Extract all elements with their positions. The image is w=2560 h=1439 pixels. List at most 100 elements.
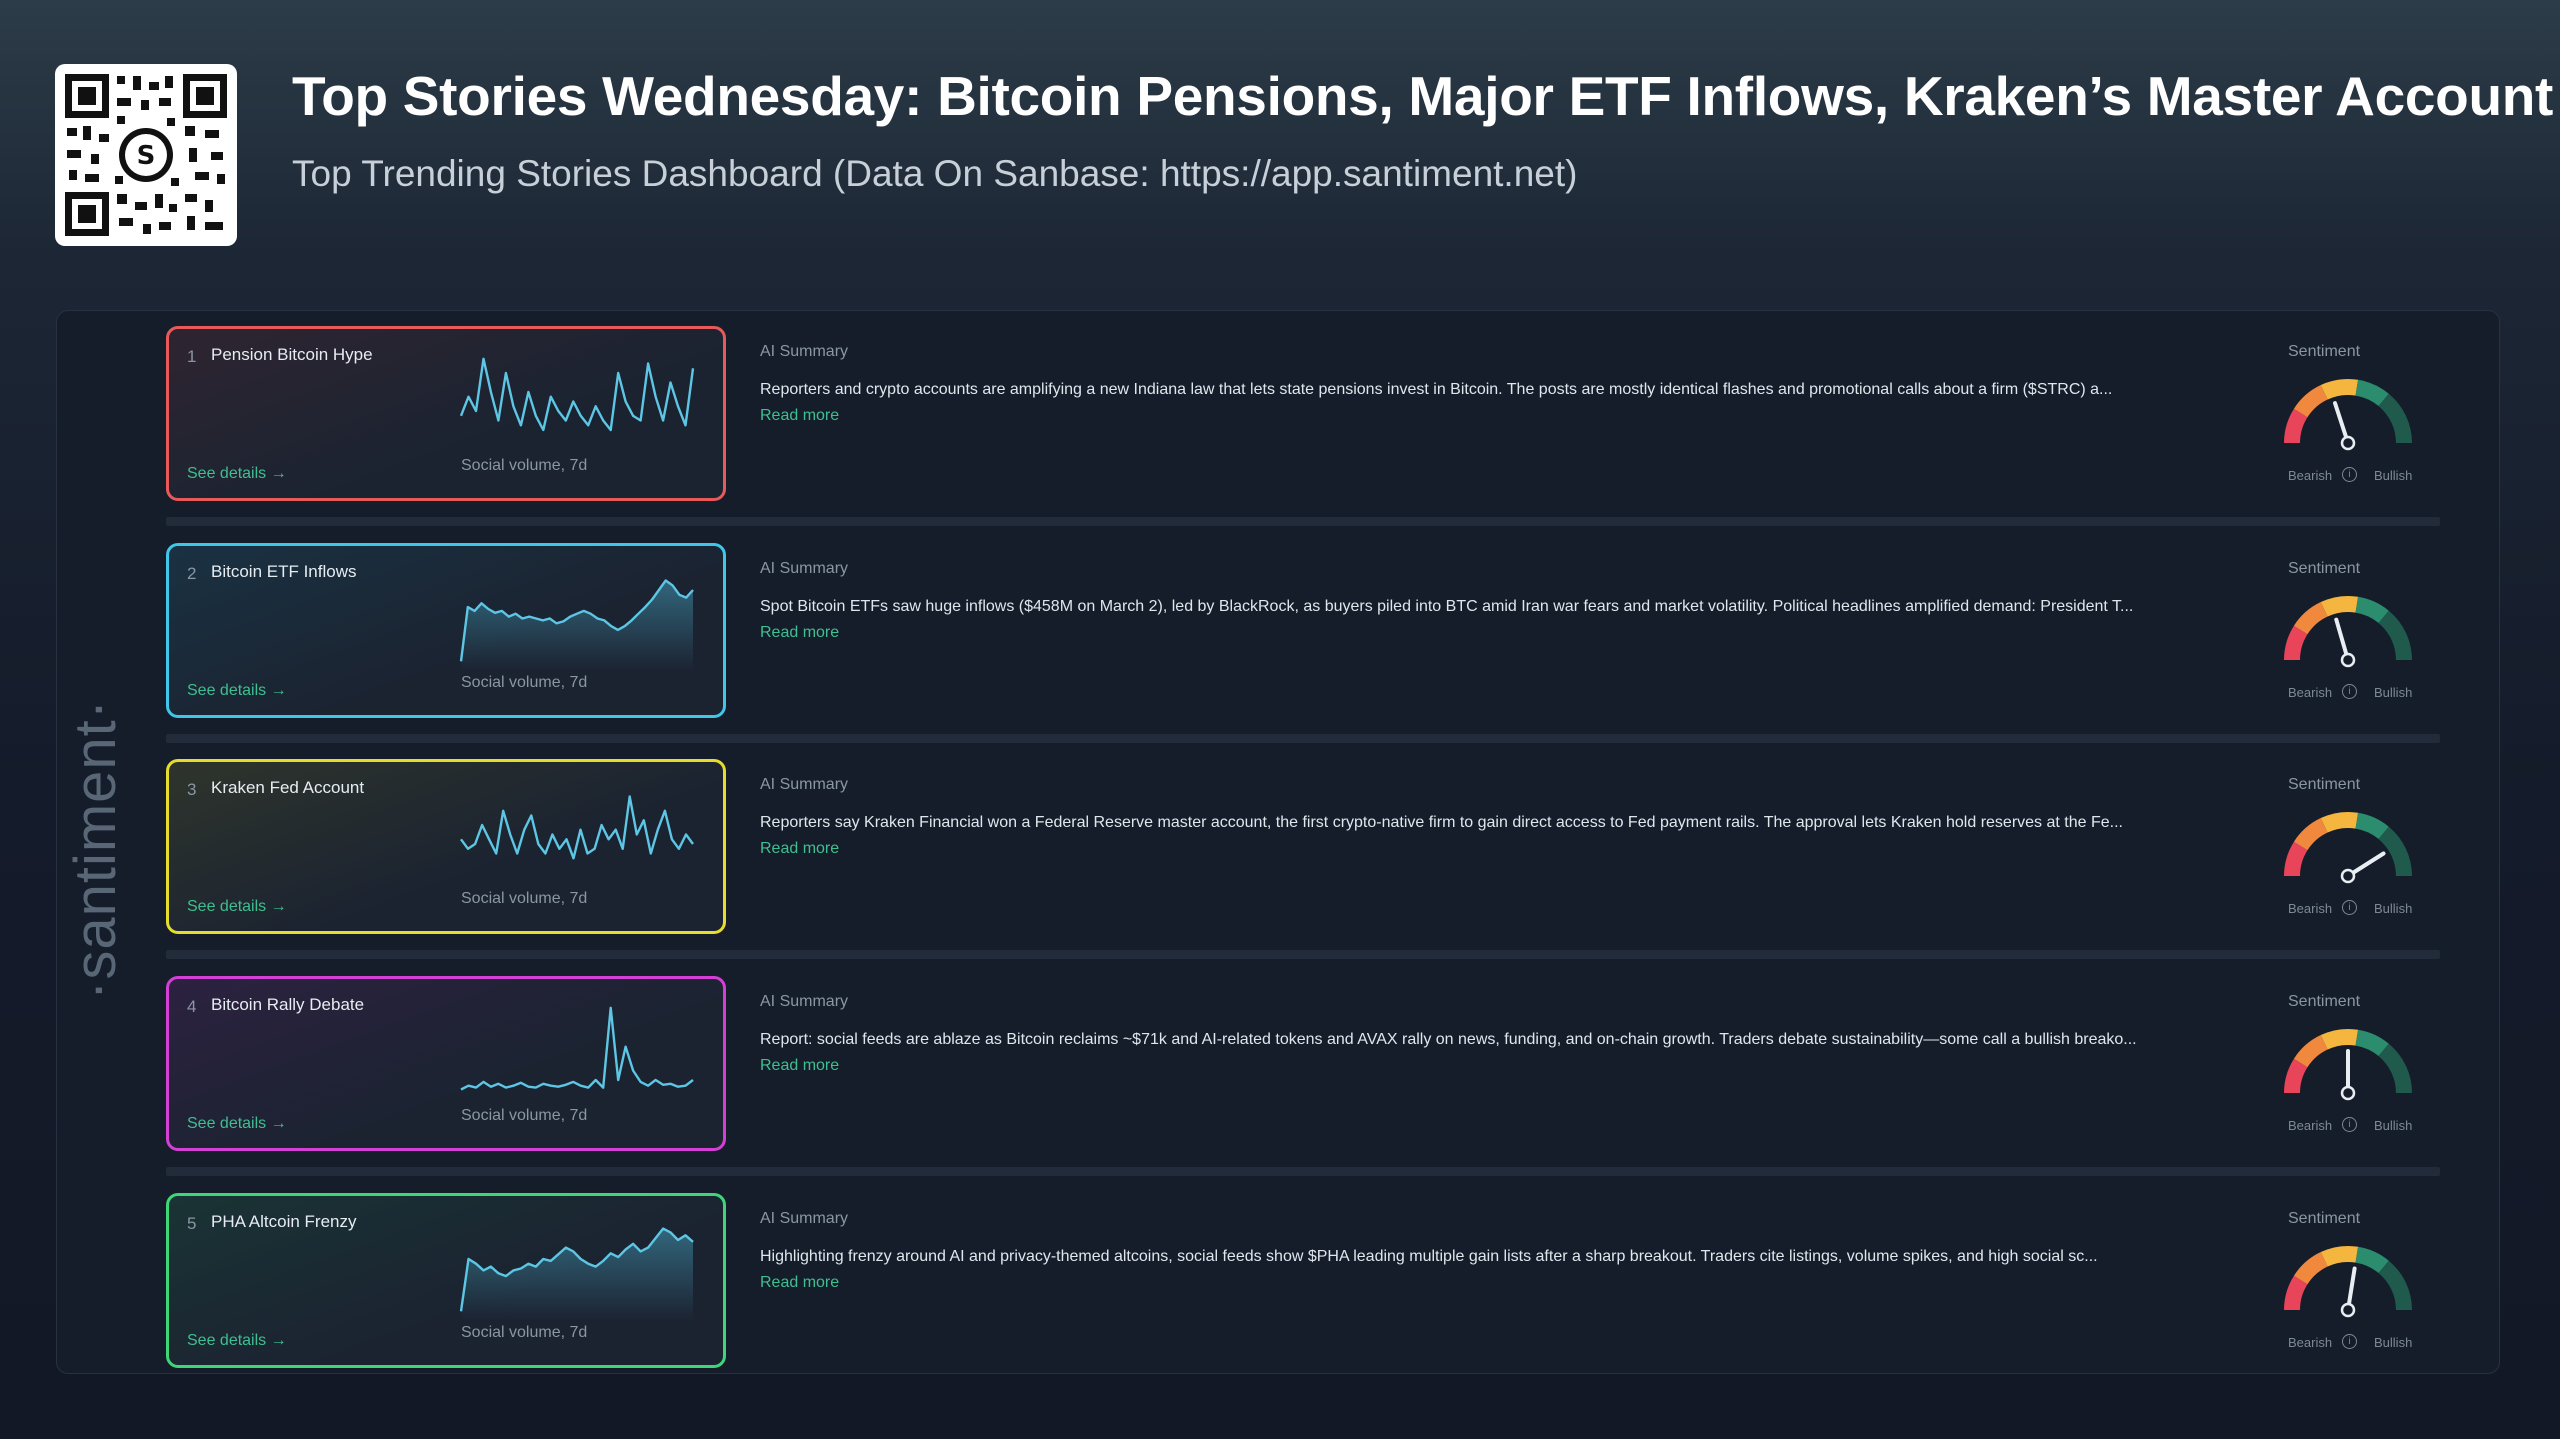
- story-rank: 5: [187, 1214, 197, 1233]
- svg-text:S: S: [137, 141, 156, 171]
- read-more-link[interactable]: Read more: [760, 407, 840, 424]
- sentiment-label: Sentiment: [2288, 1210, 2361, 1227]
- story-name: PHA Altcoin Frenzy: [211, 1212, 357, 1231]
- story-name: Pension Bitcoin Hype: [211, 345, 373, 364]
- story-rank: 3: [187, 780, 197, 799]
- ai-summary: Reporters and crypto accounts are amplif…: [760, 377, 2140, 429]
- story-rank: 4: [187, 997, 197, 1016]
- gauge-segment: [2293, 818, 2328, 851]
- see-details-link[interactable]: See details →: [187, 682, 287, 699]
- ai-summary-text: Reporters and crypto accounts are amplif…: [760, 381, 2113, 398]
- read-more-link[interactable]: Read more: [760, 624, 840, 641]
- sparkline-line: [459, 579, 694, 662]
- sparkline-line: [460, 1006, 694, 1091]
- story-card[interactable]: 1 Pension Bitcoin Hype Social volume, 7d Se…: [166, 326, 726, 501]
- read-more-link[interactable]: Read more: [760, 840, 840, 857]
- social-volume-label: Social volume, 7d: [461, 890, 588, 907]
- gauge-segment: [2378, 1260, 2412, 1311]
- ai-summary-label: AI Summary: [760, 1210, 849, 1227]
- gauge-segment: [2378, 1043, 2412, 1094]
- sparkline-line: [460, 795, 694, 860]
- sentiment-gauge: [2283, 379, 2412, 451]
- bearish-label: Bearish: [2288, 901, 2333, 916]
- social-volume-sparkline: [460, 1006, 694, 1091]
- ai-summary-label: AI Summary: [760, 993, 849, 1010]
- bearish-label: Bearish: [2288, 685, 2333, 700]
- row-divider: [166, 950, 2440, 959]
- see-details-link[interactable]: See details →: [187, 898, 287, 915]
- story-card[interactable]: 4 Bitcoin Rally Debate Social volume, 7d Se…: [166, 976, 726, 1151]
- story-row: 2 Bitcoin ETF Inflows Social volume, 7d See…: [166, 543, 2440, 718]
- info-icon[interactable]: i: [2342, 1334, 2357, 1349]
- ai-summary-text: Reporters say Kraken Financial won a Fed…: [760, 814, 2123, 831]
- info-icon[interactable]: i: [2342, 684, 2357, 699]
- info-icon[interactable]: i: [2342, 467, 2357, 482]
- social-volume-sparkline: [459, 357, 695, 432]
- info-icon[interactable]: i: [2342, 1117, 2357, 1132]
- read-more-link[interactable]: Read more: [760, 1057, 840, 1074]
- story-row: 1 Pension Bitcoin Hype Social volume, 7d Se…: [166, 326, 2440, 501]
- see-details-link[interactable]: See details →: [187, 1332, 287, 1349]
- gauge-segment: [2378, 610, 2412, 661]
- gauge-segment: [2378, 393, 2412, 444]
- gauge-segment: [2320, 379, 2359, 400]
- story-card[interactable]: 3 Kraken Fed Account Social volume, 7d See …: [166, 759, 726, 934]
- info-icon[interactable]: i: [2342, 900, 2357, 915]
- row-divider: [166, 1167, 2440, 1176]
- bullish-label: Bullish: [2374, 685, 2413, 700]
- bearish-label: Bearish: [2288, 468, 2333, 483]
- sentiment-gauge: [2283, 1246, 2412, 1318]
- story-rank: 2: [187, 564, 197, 583]
- sparkline-area: [461, 1228, 693, 1321]
- ai-summary-label: AI Summary: [760, 776, 849, 793]
- see-details-link[interactable]: See details →: [187, 1115, 287, 1132]
- ai-summary: Spot Bitcoin ETFs saw huge inflows ($458…: [760, 594, 2140, 646]
- see-details-link[interactable]: See details →: [187, 465, 287, 482]
- bearish-label: Bearish: [2288, 1118, 2333, 1133]
- qr-code-icon: S: [55, 64, 237, 246]
- story-row: 5 PHA Altcoin Frenzy Social volume, 7d See …: [166, 1193, 2440, 1368]
- social-volume-label: Social volume, 7d: [461, 1324, 588, 1341]
- sentiment-gauge: [2283, 812, 2412, 884]
- gauge-segment: [2355, 1029, 2389, 1057]
- ai-summary: Report: social feeds are ablaze as Bitco…: [760, 1027, 2140, 1079]
- gauge-segment: [2293, 1035, 2328, 1068]
- story-rank: 1: [187, 347, 197, 366]
- gauge-segment: [2283, 1058, 2308, 1094]
- story-name: Bitcoin Rally Debate: [211, 995, 365, 1014]
- social-volume-sparkline: [460, 795, 694, 860]
- gauge-segment: [2320, 596, 2359, 617]
- social-volume-sparkline: [459, 579, 694, 671]
- read-more-link[interactable]: Read more: [760, 1274, 840, 1291]
- sparkline-line: [459, 1227, 694, 1312]
- social-volume-sparkline: [459, 1227, 694, 1321]
- sentiment-label: Sentiment: [2288, 560, 2361, 577]
- sentiment-label: Sentiment: [2288, 993, 2361, 1010]
- gauge-segment: [2283, 408, 2308, 444]
- sentiment-label: Sentiment: [2288, 343, 2361, 360]
- ai-summary-label: AI Summary: [760, 343, 849, 360]
- sparkline-line: [459, 357, 695, 432]
- page-title: Top Stories Wednesday: Bitcoin Pensions,…: [292, 65, 2554, 127]
- gauge-segment: [2320, 1246, 2359, 1267]
- bullish-label: Bullish: [2374, 1335, 2413, 1350]
- santiment-watermark: ·santiment·: [63, 698, 128, 1000]
- page-subtitle: Top Trending Stories Dashboard (Data On …: [292, 153, 1578, 194]
- story-card[interactable]: 5 PHA Altcoin Frenzy Social volume, 7d See …: [166, 1193, 726, 1368]
- story-name: Bitcoin ETF Inflows: [211, 562, 357, 581]
- gauge-segment: [2355, 1246, 2389, 1274]
- bullish-label: Bullish: [2374, 901, 2413, 916]
- row-divider: [166, 517, 2440, 526]
- ai-summary-text: Spot Bitcoin ETFs saw huge inflows ($458…: [760, 598, 2134, 615]
- ai-summary-label: AI Summary: [760, 560, 849, 577]
- bearish-label: Bearish: [2288, 1335, 2333, 1350]
- gauge-segment: [2283, 841, 2308, 877]
- story-card[interactable]: 2 Bitcoin ETF Inflows Social volume, 7d See…: [166, 543, 726, 718]
- gauge-segment: [2320, 1029, 2359, 1050]
- gauge-segment: [2293, 1252, 2328, 1285]
- sentiment-gauge: [2283, 1029, 2412, 1101]
- gauge-hub: [2340, 652, 2356, 668]
- ai-summary: Highlighting frenzy around AI and privac…: [760, 1244, 2140, 1296]
- gauge-hub: [2340, 1302, 2356, 1318]
- story-row: 4 Bitcoin Rally Debate Social volume, 7d Se…: [166, 976, 2440, 1151]
